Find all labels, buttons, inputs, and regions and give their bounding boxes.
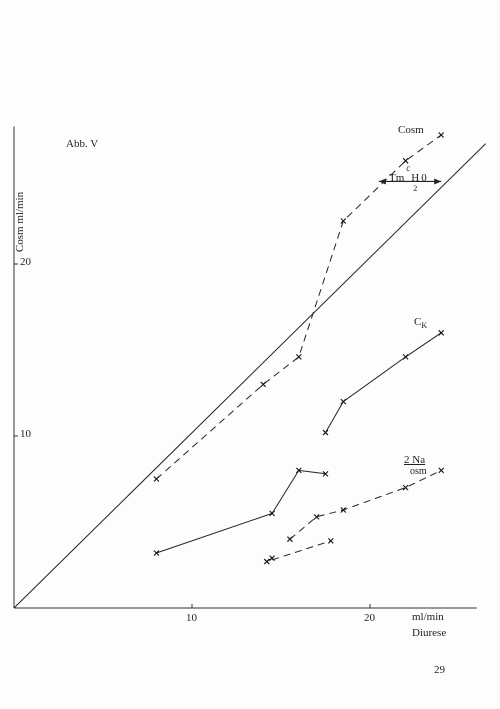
data-point (260, 381, 267, 388)
y-tick-label: 10 (20, 428, 31, 440)
data-point (313, 513, 320, 520)
y-axis-label: Cosm ml/min (14, 191, 26, 253)
data-point (438, 467, 445, 474)
reference-line (13, 143, 487, 609)
y-tick-label: 20 (20, 256, 31, 268)
series-label: CK (414, 316, 428, 330)
series-label-part: osm (410, 466, 427, 477)
data-point (295, 353, 302, 360)
x-axis-unit: ml/min (412, 611, 444, 623)
data-point (402, 484, 409, 491)
series-label-part: 2 (413, 184, 418, 193)
data-point (263, 558, 270, 565)
data-point (340, 507, 347, 513)
series-label-part: H (411, 172, 420, 184)
data-point (269, 555, 275, 562)
data-point (340, 218, 347, 224)
x-axis-label: Diurese (412, 627, 447, 639)
data-point (438, 329, 445, 336)
series-label: Cosm (398, 124, 424, 136)
series-label-part: K (421, 321, 428, 330)
data-point (327, 538, 334, 544)
series-line (156, 469, 326, 554)
series-line (266, 540, 331, 563)
data-marks (153, 132, 445, 565)
series-line (325, 332, 442, 433)
figure-label: Abb. V (66, 138, 99, 150)
data-point (322, 470, 329, 477)
series-line (289, 469, 442, 540)
axes (13, 126, 477, 609)
series-label-part: c (406, 163, 411, 173)
series-label-part: 2 Na (404, 454, 426, 466)
x-tick-label: 20 (364, 612, 375, 624)
data-point (438, 132, 445, 138)
series-label-part: Cosm (398, 124, 424, 136)
series-label-part: C (414, 316, 422, 328)
series-label-part: Tm (389, 172, 405, 184)
series-label-part: 0 (421, 172, 427, 184)
data-point (402, 157, 409, 164)
data-point (153, 550, 160, 556)
series-label: TmcH20 (389, 163, 427, 193)
arrow-head (434, 178, 442, 185)
series-lines (13, 134, 487, 609)
series-line (156, 134, 442, 480)
arrow-head (378, 178, 386, 185)
series-label: 2 Na osm (404, 454, 427, 477)
data-point (287, 536, 293, 543)
data-point (269, 510, 275, 517)
page-number: 29 (434, 664, 445, 676)
x-tick-label: 10 (186, 612, 197, 624)
data-point (340, 398, 347, 405)
data-point (295, 467, 302, 474)
data-point (153, 476, 160, 482)
data-point (322, 429, 329, 436)
data-point (402, 353, 409, 360)
